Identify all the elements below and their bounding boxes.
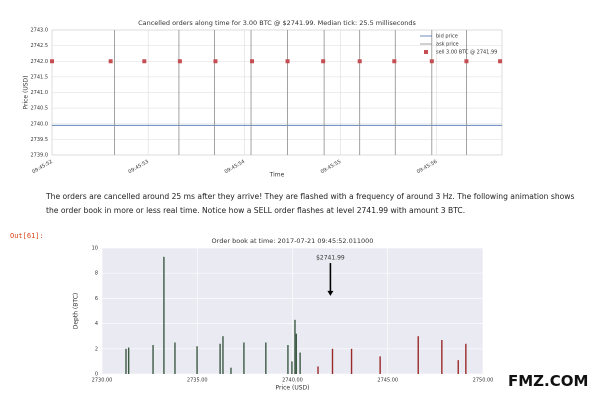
bar [127, 347, 130, 374]
marker [250, 59, 254, 64]
y-tick-label: 2740.0 [31, 121, 49, 127]
marker [429, 59, 434, 64]
bar [196, 346, 198, 374]
marker [321, 59, 326, 64]
paragraph: The orders are cancelled around 25 ms af… [46, 192, 575, 215]
x-tick-label: 2730.00 [92, 378, 113, 384]
y-tick-label: 2741.5 [31, 74, 49, 80]
output-prompt: Out[61]: [10, 232, 44, 240]
x-tick-label: 09:45:52 [31, 159, 53, 175]
x-tick-label: 09:45:54 [224, 159, 246, 175]
y-tick-label: 0 [95, 372, 98, 378]
bar [219, 343, 221, 374]
x-tick-label: 2735.00 [187, 378, 208, 384]
y-tick-label: 2739.5 [31, 137, 49, 143]
x-tick-label: 2750.00 [473, 378, 494, 384]
legend-label: ask price [436, 42, 459, 48]
y-tick-label: 10 [92, 246, 98, 252]
y-axis-label: Depth (BTC) [73, 293, 80, 329]
bar [331, 348, 334, 374]
y-tick-label: 2740.5 [31, 106, 49, 112]
x-tick-label: 2745.00 [377, 378, 398, 384]
marker [142, 59, 147, 64]
y-tick-label: 2742.5 [31, 43, 49, 49]
marker [464, 59, 469, 64]
legend-label: bid price [436, 34, 458, 40]
y-tick-label: 2739.0 [31, 153, 49, 159]
bar [265, 342, 267, 374]
bar [294, 319, 296, 374]
marker [357, 59, 362, 64]
y-tick-label: 2742.0 [31, 59, 49, 65]
bar [230, 367, 232, 374]
x-tick-label: 09:45:53 [127, 159, 149, 175]
bar [243, 342, 245, 374]
bar [417, 336, 419, 374]
y-tick-label: 8 [95, 271, 98, 277]
y-tick-label: 4 [95, 321, 98, 327]
annotation-text: $2741.99 [316, 255, 345, 262]
x-tick-label: 09:45:55 [320, 159, 342, 175]
bar [317, 366, 319, 374]
x-axis-label: Time [269, 172, 285, 179]
bar [441, 339, 443, 374]
arrow-head [327, 290, 334, 296]
chart-title: Cancelled orders along time for 3.00 BTC… [138, 19, 416, 27]
bar [163, 256, 165, 374]
bar [350, 348, 353, 374]
marker [50, 59, 54, 64]
y-tick-label: 2741.0 [31, 90, 49, 96]
bar [299, 352, 301, 374]
marker [108, 59, 113, 64]
bar [125, 348, 127, 374]
legend-label: sell 3.00 BTC @ 2741.99 [436, 50, 497, 56]
bar [152, 345, 154, 374]
bar [295, 333, 298, 374]
marker [392, 59, 397, 64]
marker [177, 59, 182, 64]
bar [457, 360, 459, 374]
marker [498, 59, 503, 64]
watermark: FMZ.COM [508, 372, 589, 390]
x-tick-label: 2740.00 [282, 378, 303, 384]
marker [285, 59, 290, 64]
bar [174, 342, 176, 374]
bar [465, 343, 467, 374]
x-tick-label: 09:45:56 [416, 159, 438, 175]
series-line [114, 30, 467, 155]
y-tick-label: 6 [95, 296, 98, 302]
chart-title: Order book at time: 2017-07-21 09:45:52.… [212, 237, 374, 245]
y-tick-label: 2743.0 [31, 28, 49, 34]
bar [291, 361, 293, 374]
marker [213, 59, 218, 64]
legend-swatch [424, 50, 428, 54]
x-axis-label: Price (USD) [275, 385, 309, 392]
bar [222, 336, 224, 374]
bar [379, 356, 381, 374]
y-axis-label: Price (USD) [23, 75, 30, 109]
y-tick-label: 2 [95, 346, 98, 352]
bar [287, 345, 289, 374]
